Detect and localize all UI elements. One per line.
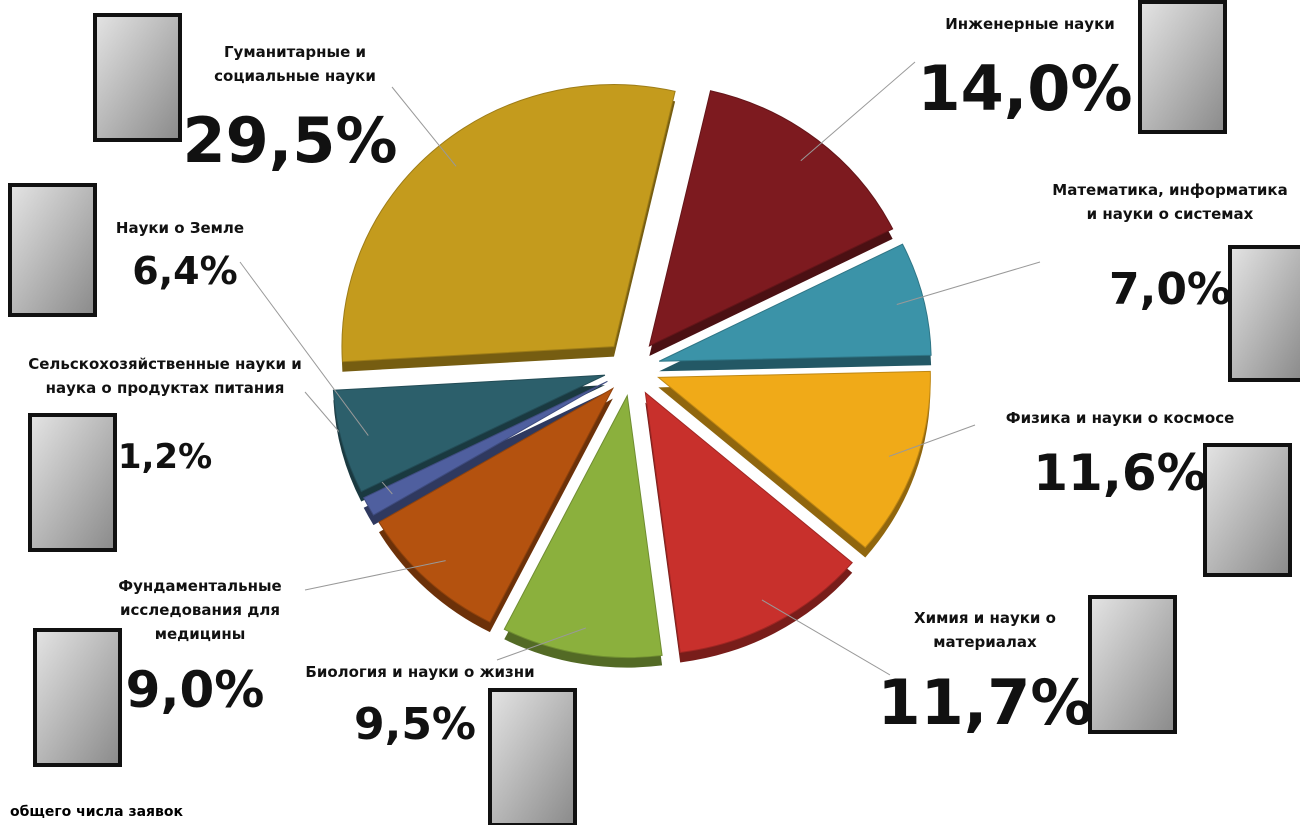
value-label: 14,0%: [917, 58, 1132, 120]
category-label: Сельскохозяйственные науки и наука о про…: [28, 352, 303, 400]
leader-line: [801, 62, 915, 161]
category-label: Инженерные науки: [915, 12, 1145, 36]
value-label: 11,7%: [877, 672, 1092, 734]
value-label: 9,0%: [126, 665, 265, 715]
value-label: 7,0%: [1109, 268, 1231, 312]
icon: [1205, 445, 1290, 575]
footnote: общего числа заявок: [10, 804, 183, 820]
icon: [10, 185, 95, 315]
leader-line: [392, 87, 456, 166]
chart: общего числа заявок Инженерные науки 14,0…: [0, 0, 1300, 825]
icon: [1090, 597, 1175, 732]
value-label: 29,5%: [182, 110, 397, 172]
category-label: Химия и науки о материалах: [895, 606, 1075, 654]
icon: [1230, 247, 1300, 380]
icon: [1140, 2, 1225, 132]
icon: [490, 690, 575, 825]
category-label: Физика и науки о космосе: [990, 406, 1250, 430]
icon: [30, 415, 115, 550]
category-label: Биология и науки о жизни: [285, 660, 555, 684]
value-label: 6,4%: [132, 252, 237, 290]
icon: [35, 630, 120, 765]
category-label: Гуманитарные и социальные науки: [190, 40, 400, 88]
value-label: 11,6%: [1033, 448, 1206, 498]
value-label: 1,2%: [118, 440, 212, 474]
category-label: Науки о Земле: [65, 216, 295, 240]
category-label: Фундаментальные исследования для медицин…: [95, 574, 305, 646]
icon: [95, 15, 180, 140]
value-label: 9,5%: [354, 703, 476, 747]
category-label: Математика, информатика и науки о систем…: [1045, 178, 1295, 226]
leader-line: [762, 600, 890, 675]
